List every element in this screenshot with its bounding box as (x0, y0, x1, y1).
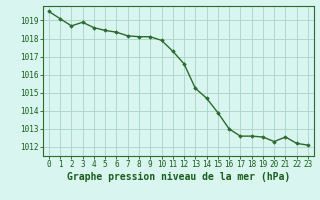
X-axis label: Graphe pression niveau de la mer (hPa): Graphe pression niveau de la mer (hPa) (67, 172, 290, 182)
